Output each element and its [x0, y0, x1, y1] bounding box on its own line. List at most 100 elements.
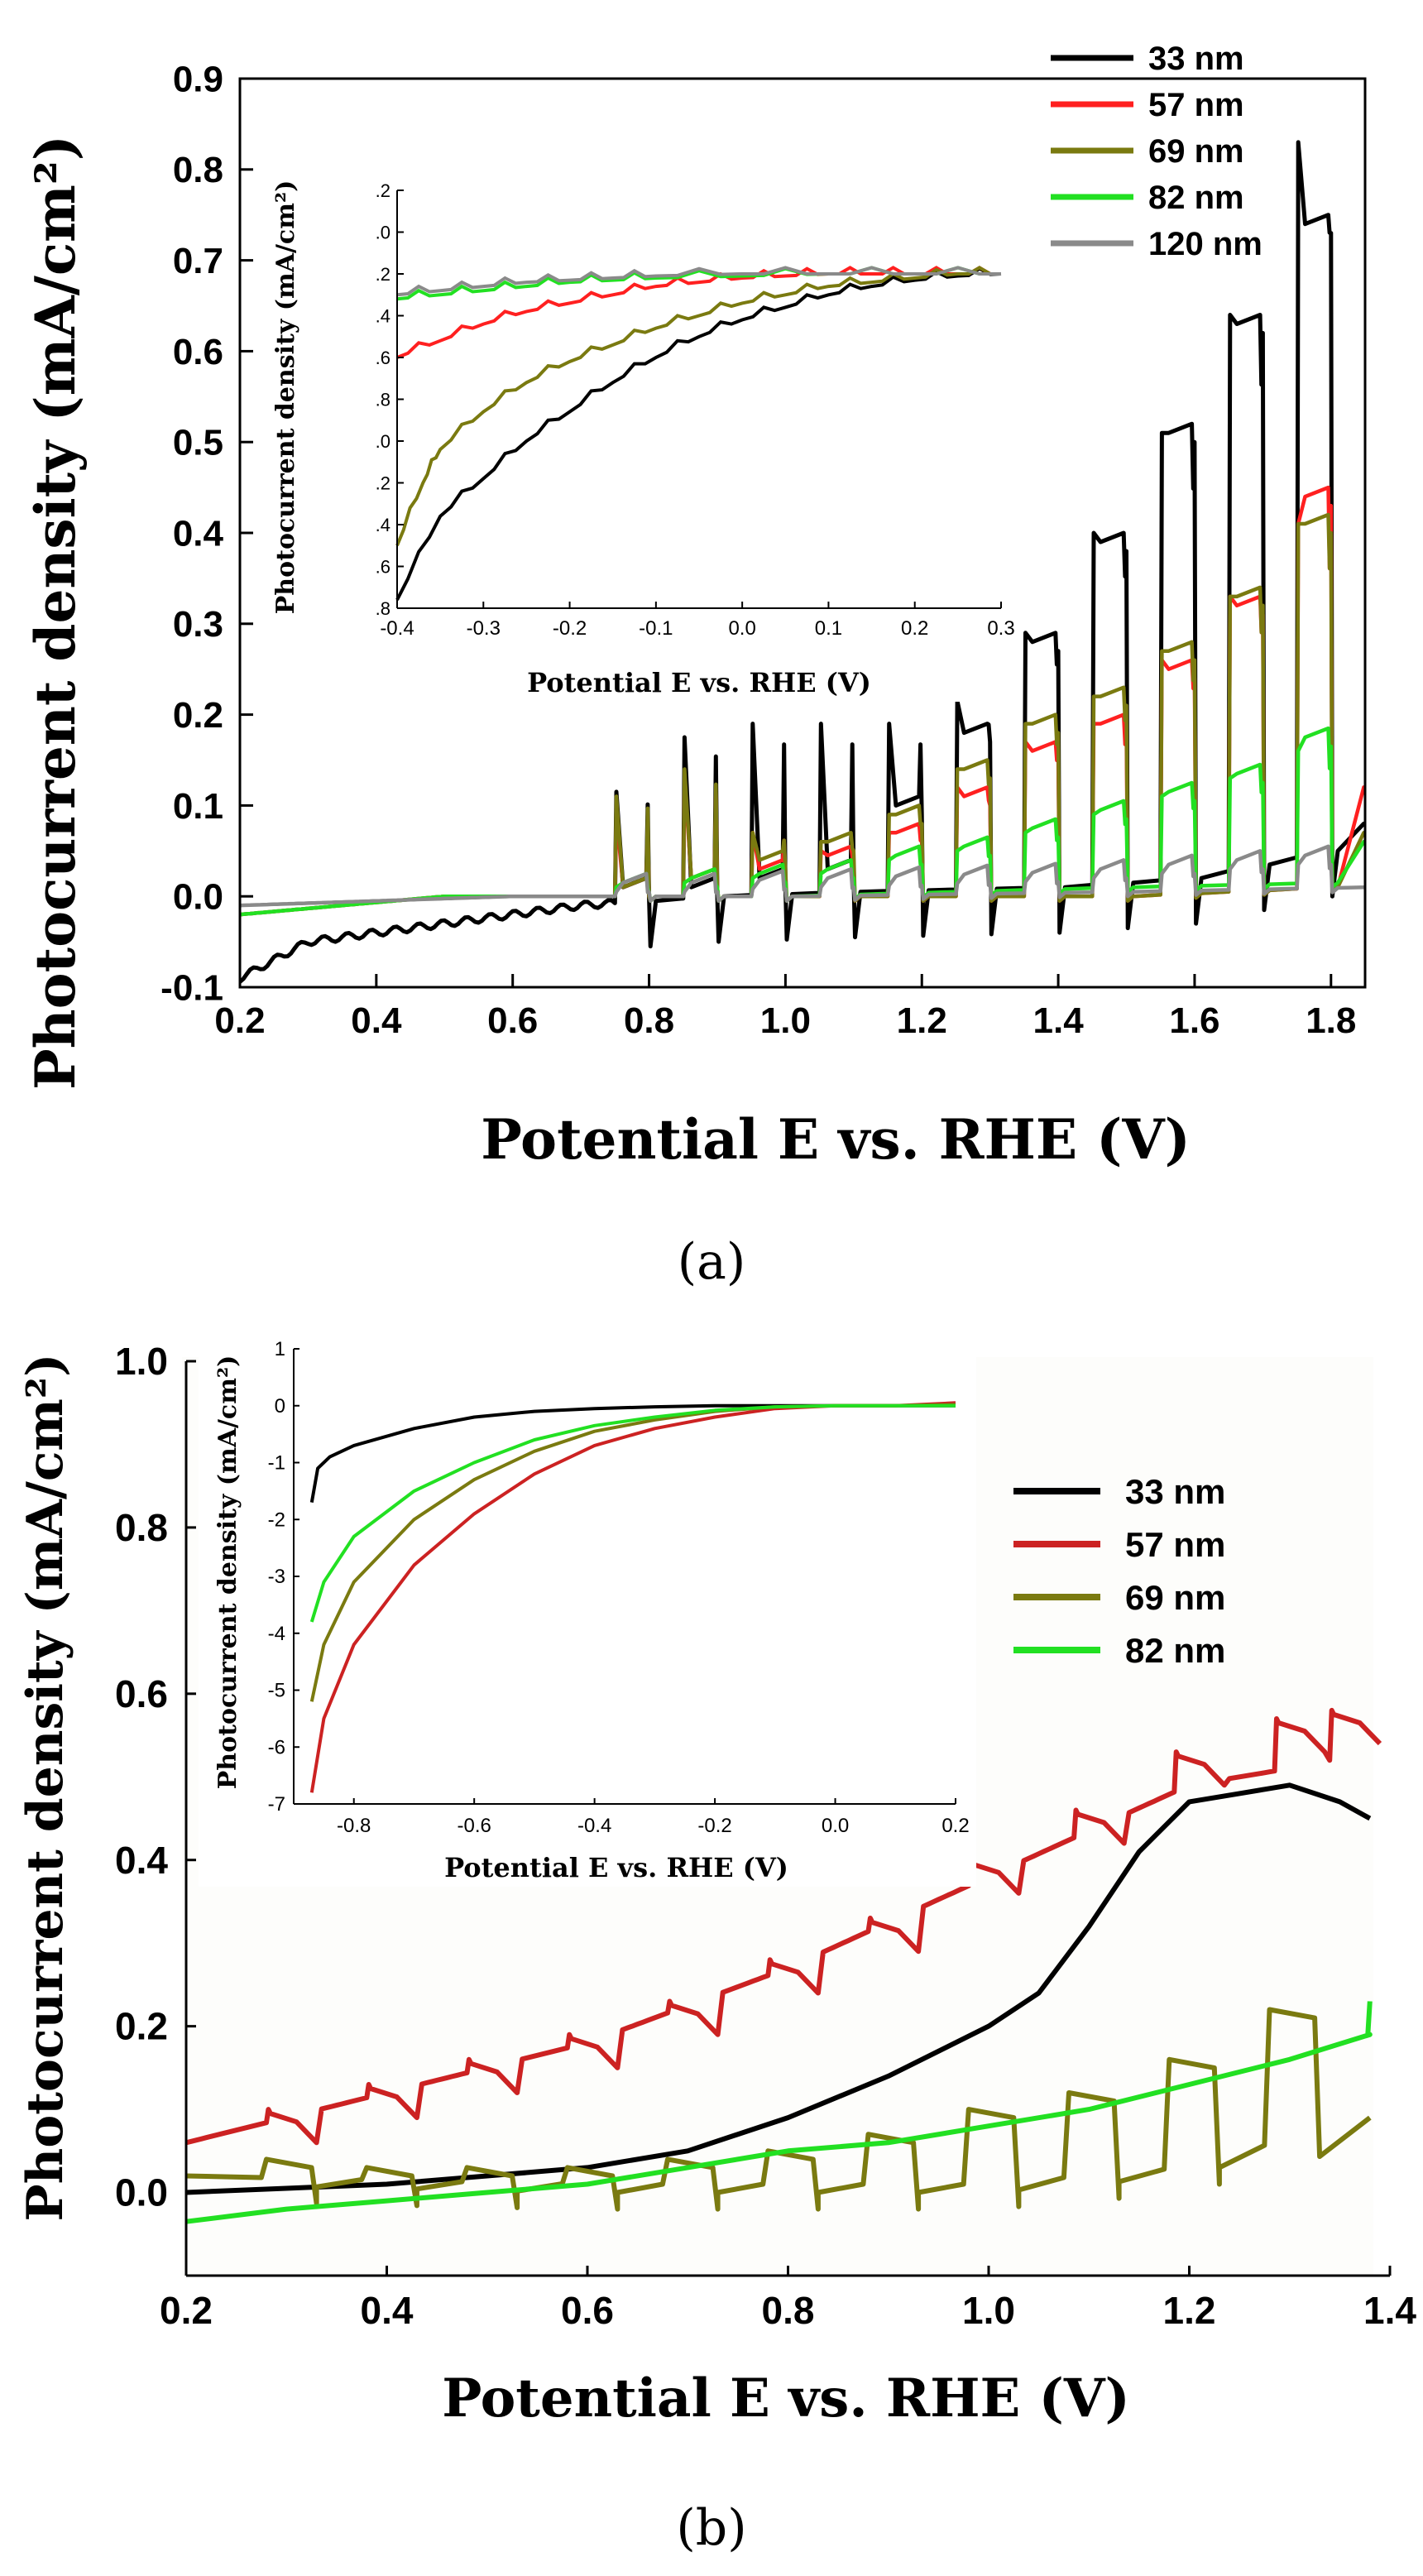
x-tick-label: 1.2: [897, 1000, 947, 1041]
panel-a-legend: 33 nm 57 nm 69 nm 82 nm 120 nm: [1051, 41, 1262, 262]
x-tick-label: 0.6: [561, 2289, 614, 2332]
legend-label: 33 nm: [1148, 41, 1244, 77]
inset-series-line: [395, 266, 1002, 601]
legend-label: 57 nm: [1125, 1525, 1225, 1564]
panel-a-inset: -0.4 -0.3 -0.2 -0.1 0.0 0.1 0.2 0.3 .2 .0 .2 .4 .6 .8…: [261, 164, 1022, 702]
inset-x-tick-label: -0.1: [639, 617, 673, 640]
inset-x-tick-label: 0.1: [815, 617, 842, 640]
legend-label: 69 nm: [1148, 133, 1244, 170]
legend-label: 69 nm: [1125, 1578, 1225, 1617]
series-line-120-nm: [239, 844, 1366, 908]
y-tick-label: -0.1: [161, 967, 223, 1008]
inset-x-axis-label: Potential E vs. RHE (V): [527, 667, 871, 698]
panel-b-y-axis-label: Photocurrent density (mA/cm²): [17, 1353, 74, 2221]
y-tick-label: 0.8: [115, 1506, 168, 1549]
series-line-33-nm: [238, 140, 1366, 984]
y-tick-label: 0.4: [173, 513, 224, 554]
inset-y-axis-label: Photocurrent density (mA/cm²): [271, 180, 300, 615]
x-tick-label: 0.6: [487, 1000, 538, 1041]
inset-y-tick-label: .2: [376, 473, 390, 494]
inset-x-tick-label: -0.8: [337, 1815, 371, 1837]
panel-b-legend: 33 nm 57 nm 69 nm 82 nm: [1013, 1472, 1225, 1670]
panel-b-inset: -0.8 -0.6 -0.4 -0.2 0.0 0.2 1 0 -1 -2 -3 -4 -5 -6 -7 Po…: [199, 1338, 976, 1887]
legend-label: 82 nm: [1125, 1631, 1225, 1670]
series-line-57-nm: [185, 1707, 1382, 2146]
y-tick-label: 0.2: [115, 2005, 168, 2048]
panel-a-chart: 0.2 0.4 0.6 0.8 1.0 1.2 1.4 1.6 1.8 -0.1 0.0 0.1 0.…: [23, 41, 1367, 1291]
inset-y-tick-label: .6: [376, 557, 390, 578]
inset-x-tick-label: 0.3: [987, 617, 1014, 640]
legend-label: 82 nm: [1148, 180, 1244, 216]
inset-x-tick-label: -0.6: [458, 1815, 491, 1837]
inset-y-tick-label: -2: [268, 1509, 285, 1531]
x-tick-label: 1.8: [1306, 1000, 1356, 1041]
inset-y-axis-label: Photocurrent density (mA/cm²): [213, 1355, 242, 1790]
y-tick-label: 0.1: [173, 786, 223, 827]
inset-background: [199, 1341, 976, 1887]
x-tick-label: 0.4: [351, 1000, 402, 1041]
inset-x-tick-label: -0.2: [697, 1815, 731, 1837]
x-tick-label: 1.4: [1363, 2289, 1416, 2332]
x-tick-label: 0.2: [160, 2289, 213, 2332]
inset-series-line: [309, 1403, 956, 1623]
y-tick-label: 0.2: [173, 695, 223, 736]
inset-x-tick-label: -0.2: [553, 617, 587, 640]
series-line-82-nm: [185, 2001, 1373, 2224]
series-line-33-nm: [185, 1782, 1372, 2195]
y-tick-label: 0.7: [173, 241, 223, 281]
legend-label: 120 nm: [1148, 226, 1262, 262]
inset-background: [261, 164, 1022, 702]
inset-y-tick-label: -1: [268, 1452, 285, 1475]
inset-x-tick-label: 0.2: [901, 617, 928, 640]
inset-y-tick-label: .8: [376, 598, 390, 619]
inset-x-axis-label: Potential E vs. RHE (V): [444, 1852, 788, 1883]
inset-x-tick-label: 0.2: [941, 1815, 969, 1837]
inset-y-tick-label: 1: [275, 1338, 285, 1360]
inset-x-tick-label: -0.4: [577, 1815, 611, 1837]
x-tick-label: 1.0: [760, 1000, 811, 1041]
x-tick-label: 0.8: [624, 1000, 674, 1041]
y-tick-label: 0.0: [173, 877, 223, 918]
y-tick-label: 0.6: [115, 1672, 168, 1715]
x-tick-label: 0.2: [214, 1000, 265, 1041]
panel-a-x-axis-label: Potential E vs. RHE (V): [481, 1107, 1191, 1172]
series-line-69-nm: [185, 2007, 1372, 2212]
inset-y-tick-label: -7: [268, 1793, 285, 1816]
inset-y-tick-label: .4: [376, 306, 390, 327]
y-tick-label: 0.3: [173, 604, 223, 645]
legend-label: 57 nm: [1148, 87, 1244, 123]
x-tick-label: 0.4: [361, 2289, 414, 2332]
x-tick-label: 0.8: [762, 2289, 815, 2332]
inset-y-tick-label: .2: [376, 264, 390, 285]
inset-y-tick-label: .0: [376, 223, 390, 243]
inset-x-tick-label: 0.0: [822, 1815, 849, 1837]
panel-b-chart: 0.2 0.4 0.6 0.8 1.0 1.2 1.4 0.0 0.2 0.4 0.6 0.8 1.0…: [17, 1338, 1416, 2557]
inset-x-tick-label: -0.3: [467, 617, 501, 640]
x-tick-label: 1.0: [962, 2289, 1015, 2332]
panel-b-x-axis-label: Potential E vs. RHE (V): [442, 2367, 1130, 2430]
y-tick-label: 1.0: [115, 1340, 168, 1383]
y-tick-label: 0.4: [115, 1839, 168, 1882]
inset-y-tick-label: .4: [376, 515, 390, 535]
inset-y-tick-label: -4: [268, 1623, 285, 1645]
inset-x-tick-label: 0.0: [728, 617, 755, 640]
inset-series-line: [396, 266, 1001, 359]
inset-y-tick-label: .0: [376, 431, 390, 452]
x-tick-label: 1.2: [1163, 2289, 1216, 2332]
inset-y-tick-label: .6: [376, 348, 390, 368]
inset-y-tick-label: -6: [268, 1736, 285, 1758]
inset-y-tick-label: -5: [268, 1680, 285, 1702]
inset-y-tick-label: .2: [376, 180, 390, 201]
inset-y-tick-label: 0: [275, 1395, 285, 1418]
y-tick-label: 0.5: [173, 423, 223, 463]
inset-y-tick-label: .8: [376, 390, 390, 410]
inset-series-line: [396, 266, 1001, 297]
panel-b-series: [185, 1707, 1382, 2224]
x-tick-label: 1.4: [1033, 1000, 1085, 1041]
panel-a-label: (a): [678, 1233, 746, 1291]
y-tick-label: 0.9: [173, 59, 223, 99]
legend-label: 33 nm: [1125, 1472, 1225, 1511]
panel-a-y-axis-label: Photocurrent density (mA/cm²): [23, 135, 88, 1090]
y-tick-label: 0.8: [173, 150, 223, 190]
